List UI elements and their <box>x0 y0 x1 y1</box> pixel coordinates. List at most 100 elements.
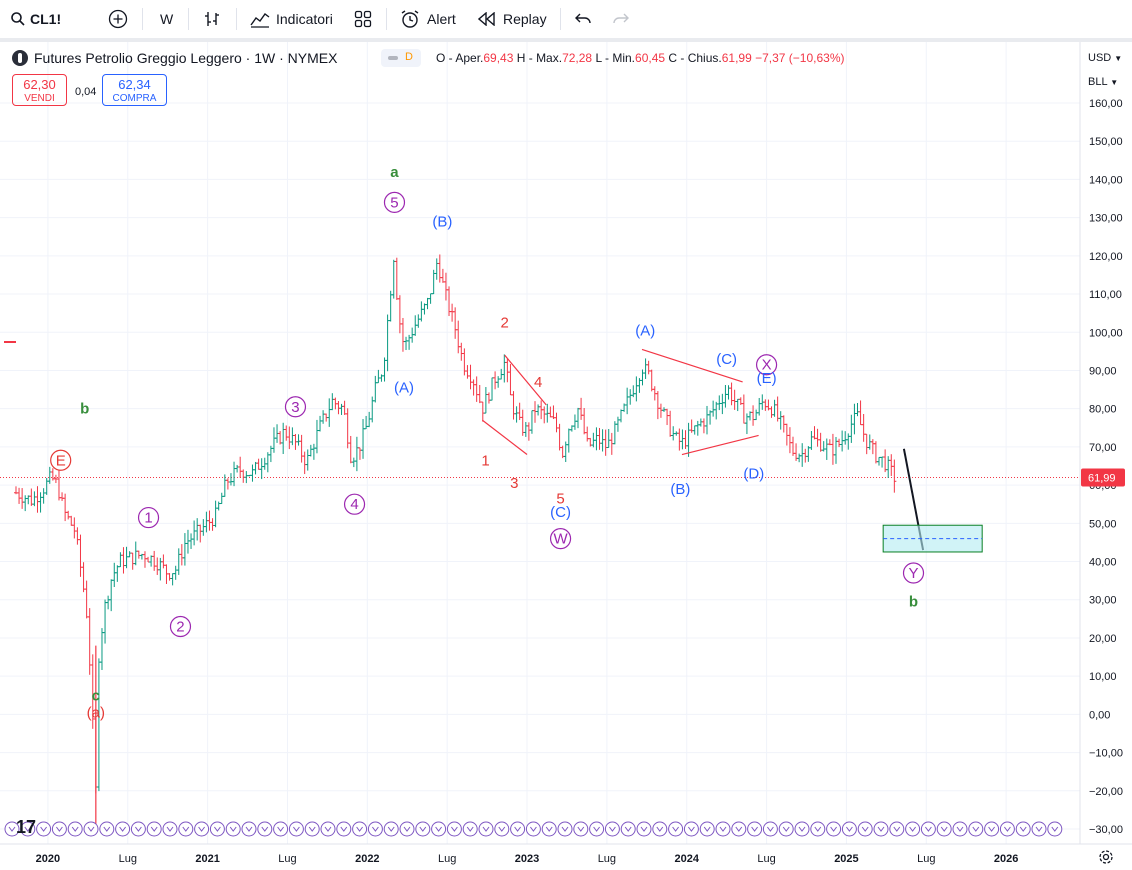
time-tick-label: Lug <box>119 853 137 865</box>
price-tick-label: 10,00 <box>1089 671 1117 683</box>
price-bar <box>296 434 301 446</box>
wave-label: E <box>50 449 72 471</box>
price-bar <box>717 395 722 411</box>
replay-button[interactable]: Replay <box>478 0 547 38</box>
time-axis: 2020 Lug 2021 Lug 2022 Lug 2023 Lug 2024 Lug 2025 L… <box>36 853 1019 865</box>
wave-label-circle <box>383 191 406 213</box>
price-bar <box>757 397 762 416</box>
event-marker-glyph <box>972 826 980 832</box>
price-bars <box>13 254 897 829</box>
price-bar <box>873 441 878 464</box>
wave-label: (B) <box>432 213 452 230</box>
event-marker <box>857 821 873 837</box>
redo-button[interactable] <box>612 0 630 38</box>
event-marker-glyph <box>909 826 916 832</box>
indicators-button[interactable]: Indicatori <box>250 0 333 38</box>
price-bar <box>619 409 624 423</box>
wave-label: b <box>909 594 918 611</box>
event-marker-glyph <box>229 826 237 832</box>
time-tick-label: 2026 <box>994 853 1018 865</box>
price-bar <box>385 314 390 372</box>
price-bar <box>225 478 230 490</box>
wave-label: (A) <box>394 380 414 397</box>
price-bar <box>486 392 491 404</box>
price-bar <box>106 595 111 610</box>
price-bar <box>480 401 485 422</box>
event-marker <box>4 821 20 837</box>
price-bar <box>228 473 233 486</box>
price-tick-label: 100,00 <box>1089 327 1123 339</box>
price-bar <box>81 562 86 593</box>
wave-label-text: (B) <box>432 213 452 230</box>
event-marker-glyph <box>293 826 300 832</box>
interval-button[interactable]: W <box>160 11 174 27</box>
undo-button[interactable] <box>574 0 592 38</box>
price-bar <box>318 415 323 432</box>
last-price-tag-bg <box>1081 468 1125 487</box>
price-bar <box>155 557 160 575</box>
price-bar <box>830 433 835 465</box>
price-bar <box>311 443 316 460</box>
event-marker <box>431 821 447 837</box>
price-bar <box>314 419 319 454</box>
price-bar <box>787 427 792 454</box>
buy-label: COMPRA <box>112 93 157 104</box>
price-bar <box>29 488 34 506</box>
wave-label-text: 5 <box>556 490 564 507</box>
event-marker <box>194 821 210 837</box>
wave-label-text: 2 <box>500 315 508 332</box>
price-bar <box>241 469 246 483</box>
event-marker <box>67 821 83 837</box>
layout-grid-icon <box>354 10 372 28</box>
event-marker-glyph <box>435 826 442 832</box>
price-bar <box>259 458 264 480</box>
symbol-logo-icon <box>12 50 28 66</box>
price-bar <box>238 456 243 478</box>
symbol-search[interactable]: CL1! <box>10 0 61 38</box>
price-bar <box>198 524 203 543</box>
wave-label-text: 4 <box>534 374 542 391</box>
currency-label: USD <box>1088 52 1112 64</box>
market-status-pill[interactable]: D <box>381 49 421 67</box>
alert-button[interactable]: Alert <box>400 0 456 38</box>
event-marker-glyph <box>103 826 111 832</box>
wave-label: c <box>92 687 100 704</box>
event-marker <box>162 821 178 837</box>
wave-label-text: W <box>553 531 568 548</box>
price-bar <box>468 364 473 390</box>
price-bar <box>818 432 823 452</box>
price-bar <box>327 398 332 427</box>
price-bar <box>152 550 157 571</box>
wave-label-text: b <box>909 594 918 611</box>
compare-button[interactable] <box>108 0 128 38</box>
wave-label-circle <box>50 449 72 471</box>
price-bar <box>778 411 783 430</box>
layouts-button[interactable] <box>354 0 372 38</box>
buy-button[interactable]: 62,34 COMPRA <box>102 74 167 106</box>
wave-label: 2 <box>500 315 508 332</box>
sell-button[interactable]: 62,30 VENDI <box>12 74 67 106</box>
event-marker <box>604 821 620 837</box>
event-marker-glyph <box>593 826 600 832</box>
chart-type-button[interactable] <box>203 0 221 38</box>
price-bar <box>376 369 381 384</box>
currency-selector[interactable]: USD ▼ <box>1084 48 1126 68</box>
chart-settings-button[interactable] <box>1098 849 1114 870</box>
price-bar <box>582 407 587 435</box>
price-bar <box>732 389 737 410</box>
event-marker <box>1047 821 1063 837</box>
event-marker <box>257 821 273 837</box>
price-bar <box>864 433 869 455</box>
unit-selector[interactable]: BLL ▼ <box>1084 72 1126 92</box>
price-bar <box>695 420 700 436</box>
event-marker <box>209 821 225 837</box>
price-bar <box>554 412 559 433</box>
price-bar <box>625 387 630 415</box>
price-bar <box>634 376 639 402</box>
delay-badge: D <box>405 51 413 63</box>
event-marker <box>652 821 668 837</box>
sell-price: 62,30 <box>23 77 56 92</box>
price-bar <box>529 410 534 434</box>
price-bar <box>784 423 789 446</box>
